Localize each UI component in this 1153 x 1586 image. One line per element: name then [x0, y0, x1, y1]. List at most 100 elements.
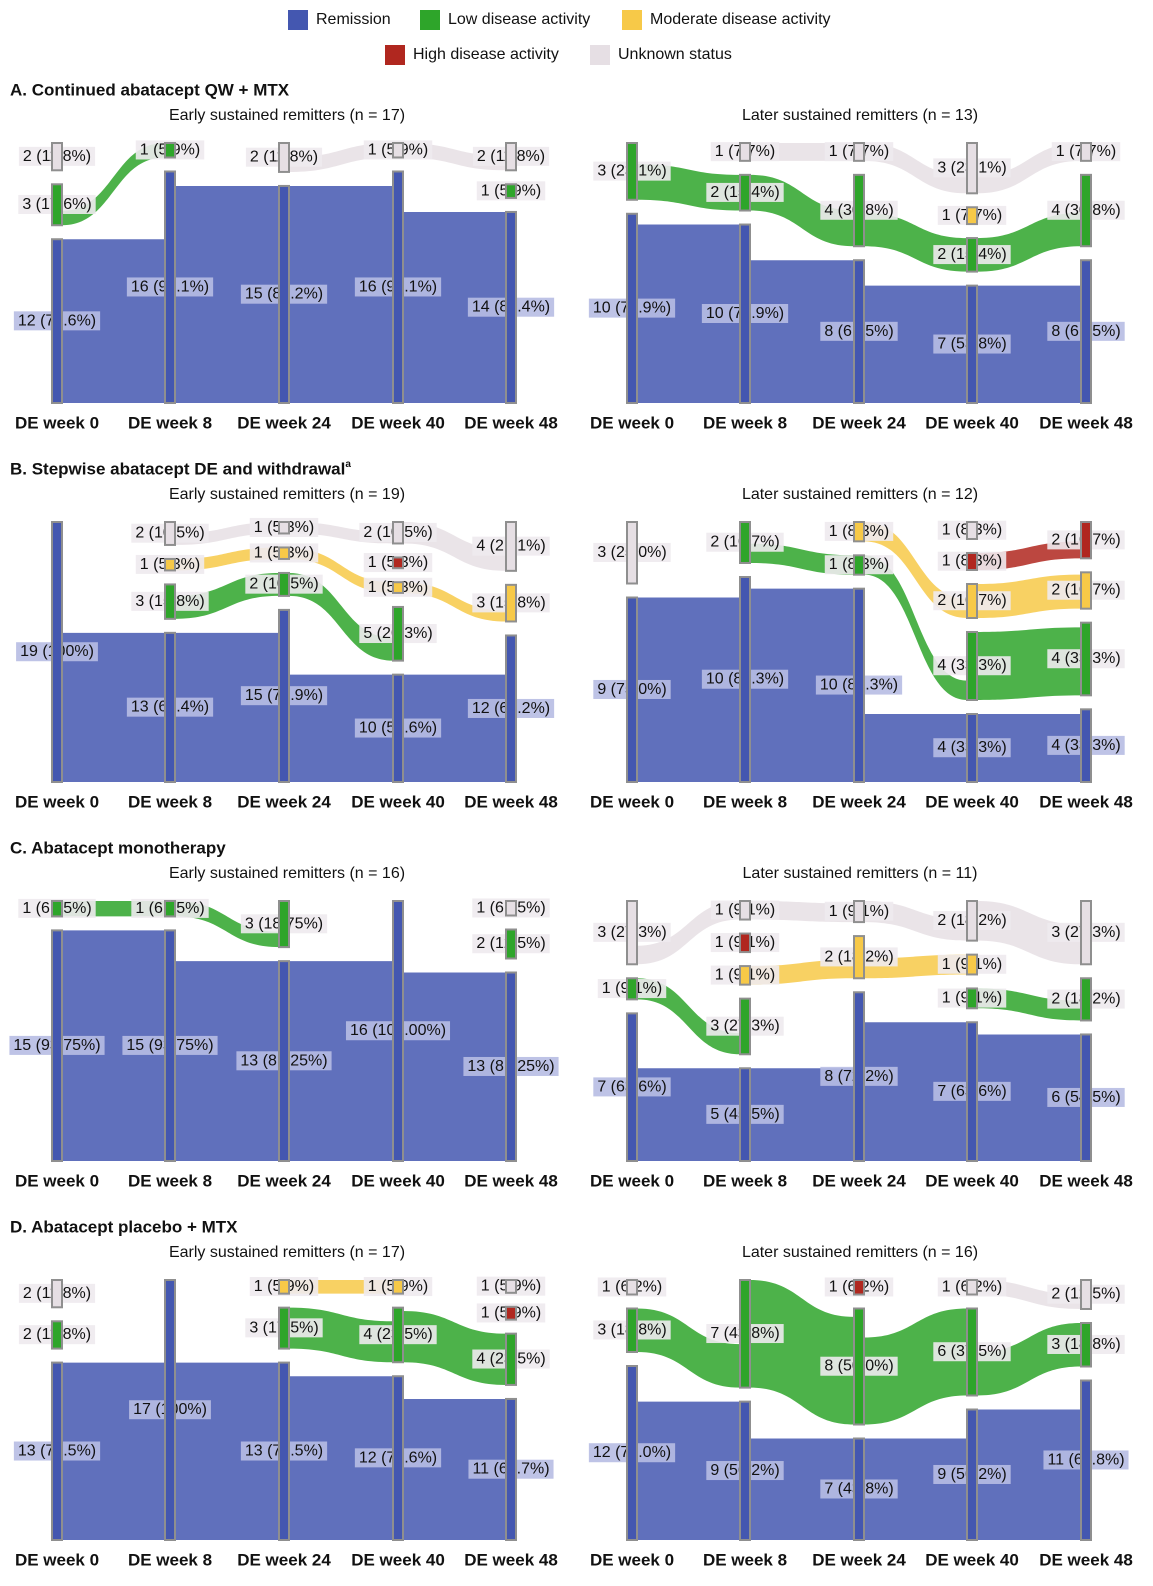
x-axis-label: DE week 0 — [15, 413, 99, 432]
node — [278, 571, 290, 597]
section-title: A. Continued abatacept QW + MTX — [10, 80, 290, 99]
node — [626, 900, 638, 966]
node — [1080, 977, 1092, 1022]
node — [966, 953, 978, 976]
node — [626, 1365, 638, 1541]
node — [164, 929, 176, 1162]
node — [966, 583, 978, 619]
ribbon — [750, 1068, 854, 1161]
x-axis-label: DE week 48 — [1039, 1550, 1133, 1569]
node — [739, 521, 751, 564]
node — [626, 521, 638, 585]
x-axis-label: DE week 8 — [703, 792, 787, 811]
node — [278, 1361, 290, 1542]
node — [505, 1279, 517, 1294]
node — [164, 631, 176, 783]
node — [505, 1397, 517, 1541]
node — [626, 212, 638, 404]
ribbon — [977, 285, 1081, 403]
ribbon — [977, 714, 1081, 782]
x-axis-label: DE week 48 — [464, 413, 558, 432]
ribbon — [175, 632, 279, 782]
node — [392, 900, 404, 1162]
node — [966, 284, 978, 404]
node — [966, 900, 978, 942]
node — [505, 971, 517, 1162]
ribbon — [289, 185, 393, 403]
labels: 2 (11.8%)3 (17.6%)12 (70.6%)1 (5.9%)16 (… — [13, 140, 555, 331]
node — [278, 1306, 290, 1350]
ribbon — [864, 555, 967, 700]
ribbon — [750, 588, 854, 782]
x-axis-label: DE week 40 — [925, 792, 1019, 811]
node — [1080, 259, 1092, 404]
ribbon — [175, 961, 279, 1161]
node — [626, 1307, 638, 1353]
node — [51, 142, 63, 172]
legend-label: Unknown status — [618, 46, 732, 63]
node — [51, 1279, 63, 1309]
ribbon — [637, 224, 740, 403]
panel-title: Early sustained remitters (n = 17) — [169, 1244, 405, 1261]
ribbons — [62, 901, 506, 1161]
node — [1080, 521, 1092, 560]
node — [966, 206, 978, 226]
x-axis-label: DE week 24 — [812, 1550, 906, 1569]
node — [505, 928, 517, 960]
node — [51, 238, 63, 404]
node — [853, 991, 865, 1162]
node — [392, 1375, 404, 1542]
node — [505, 183, 517, 199]
title-superscript: a — [345, 459, 351, 470]
node — [966, 237, 978, 273]
node — [505, 1332, 517, 1386]
legend-swatch — [590, 45, 610, 65]
node — [853, 259, 865, 404]
node — [739, 1067, 751, 1162]
x-axis-label: DE week 8 — [128, 1171, 212, 1190]
ribbon — [864, 1308, 967, 1425]
ribbon — [289, 1376, 393, 1540]
x-axis-label: DE week 24 — [237, 792, 331, 811]
x-axis-label: DE week 0 — [590, 1550, 674, 1569]
node — [164, 900, 176, 918]
x-axis-label: DE week 40 — [351, 1550, 445, 1569]
x-axis-label: DE week 8 — [703, 1171, 787, 1190]
node — [853, 521, 865, 543]
x-axis-label: DE week 8 — [703, 1550, 787, 1569]
section-title: D. Abatacept placebo + MTX — [10, 1217, 238, 1236]
x-axis-label: DE week 40 — [925, 1171, 1019, 1190]
node — [164, 583, 176, 620]
legend-swatch — [622, 10, 642, 30]
node — [1080, 142, 1092, 162]
node — [51, 1320, 63, 1350]
ribbon — [977, 1409, 1081, 1540]
node — [505, 634, 517, 784]
node — [392, 142, 404, 159]
section-title: B. Stepwise abatacept DE and withdrawala — [10, 459, 351, 479]
x-axis-label: DE week 40 — [925, 413, 1019, 432]
x-axis-label: DE week 0 — [15, 1171, 99, 1190]
ribbon — [62, 930, 165, 1161]
ribbon — [289, 961, 393, 1161]
x-axis-label: DE week 24 — [812, 1171, 906, 1190]
ribbon — [864, 714, 967, 782]
node — [278, 900, 290, 949]
node — [1080, 571, 1092, 610]
x-axis-label: DE week 48 — [464, 1550, 558, 1569]
node — [739, 932, 751, 954]
x-axis-label: DE week 0 — [590, 413, 674, 432]
node — [853, 587, 865, 784]
x-axis-label: DE week 40 — [351, 792, 445, 811]
node — [392, 170, 404, 404]
node — [164, 1279, 176, 1541]
ribbon — [864, 1438, 967, 1540]
node — [1080, 1279, 1092, 1310]
x-axis-label: DE week 24 — [812, 413, 906, 432]
ribbon — [864, 1022, 967, 1161]
node — [164, 557, 176, 572]
node — [626, 596, 638, 783]
legend-label: Moderate disease activity — [650, 11, 831, 28]
node — [51, 929, 63, 1162]
